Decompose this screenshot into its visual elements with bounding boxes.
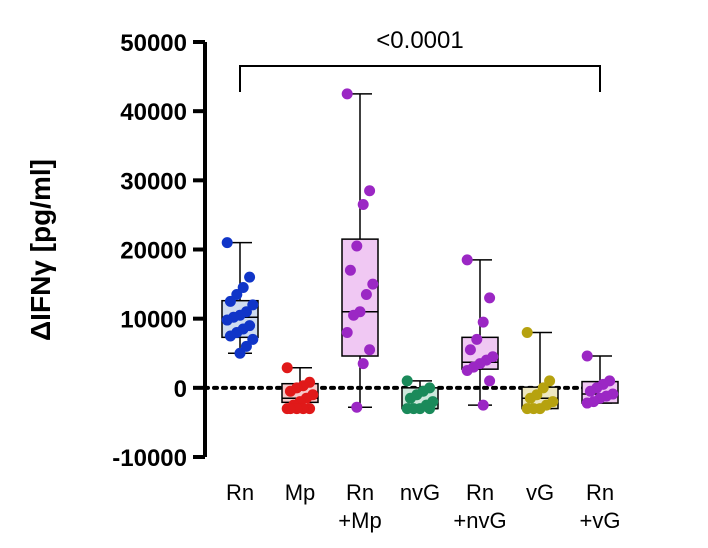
box-group-rnvg (581, 350, 619, 409)
data-point (537, 382, 549, 394)
data-point (240, 340, 252, 352)
data-point (461, 254, 473, 266)
box-group-nvg (401, 375, 439, 415)
data-point (237, 282, 249, 294)
data-point (341, 327, 353, 338)
data-point (231, 288, 243, 300)
data-point (360, 288, 372, 300)
category-label: Rn (466, 480, 494, 505)
data-point (544, 375, 556, 387)
data-point (247, 299, 259, 311)
data-point (284, 403, 296, 415)
data-point (247, 333, 259, 345)
significance-annotation: <0.0001 (376, 27, 463, 54)
significance-bracket (239, 65, 601, 92)
data-point (364, 344, 376, 356)
data-point (521, 403, 533, 415)
data-point (357, 199, 369, 211)
box-group-rn (221, 237, 259, 359)
plot-area (203, 65, 619, 415)
category-label: Rn (346, 480, 374, 505)
y-tick-label: 30000 (120, 168, 187, 195)
category-label: Rn (586, 480, 614, 505)
category-label: +Mp (338, 508, 381, 533)
data-point (404, 392, 416, 404)
y-tick-label: 0 (174, 376, 187, 403)
data-point (464, 344, 476, 356)
box-group-vg (521, 327, 559, 415)
category-label: +nvG (453, 508, 506, 533)
box-group-rnnvg (461, 254, 499, 411)
data-point (484, 292, 496, 304)
data-point (348, 309, 360, 321)
data-point (581, 350, 593, 362)
data-point (221, 314, 233, 326)
category-labels: Rn Mp Rn +Mp nvG Rn +nvG vG Rn +vG (226, 480, 621, 533)
data-point (234, 347, 246, 359)
data-point (471, 333, 483, 345)
data-point (401, 375, 413, 387)
data-point (477, 399, 489, 411)
y-tick-label: -10000 (112, 445, 187, 472)
y-tick-label: 10000 (120, 307, 187, 334)
category-label: +vG (580, 508, 621, 533)
data-point (224, 295, 236, 307)
y-tick-label: 40000 (120, 99, 187, 126)
category-label: vG (526, 480, 554, 505)
category-label: nvG (400, 480, 440, 505)
data-point (401, 403, 413, 415)
data-point (581, 397, 593, 409)
data-point (484, 375, 496, 387)
data-point (524, 392, 536, 404)
data-point (351, 240, 363, 252)
data-point (344, 264, 356, 276)
data-point (424, 403, 436, 415)
data-point (364, 185, 376, 197)
data-point (221, 237, 233, 249)
box-group-rnmp (341, 88, 379, 413)
y-axis-label: ΔIFNγ [pg/ml] (25, 159, 56, 341)
data-point (477, 316, 489, 328)
data-point (461, 365, 473, 377)
data-point (357, 358, 369, 370)
data-point (244, 271, 256, 283)
box-group-mp (281, 362, 319, 415)
category-label: Rn (226, 480, 254, 505)
data-point (284, 385, 296, 397)
data-point (584, 385, 596, 397)
y-tick-label: 20000 (120, 238, 187, 265)
data-point (351, 401, 363, 413)
y-axis-group: 50000 40000 30000 20000 10000 0 -10000 (112, 30, 207, 472)
data-point (367, 278, 379, 290)
category-label: Mp (285, 480, 316, 505)
y-tick-label: 50000 (120, 30, 187, 57)
data-point (521, 327, 533, 338)
iqr-box (341, 238, 379, 357)
data-point (224, 330, 236, 342)
data-point (281, 362, 293, 374)
data-point (341, 88, 353, 100)
